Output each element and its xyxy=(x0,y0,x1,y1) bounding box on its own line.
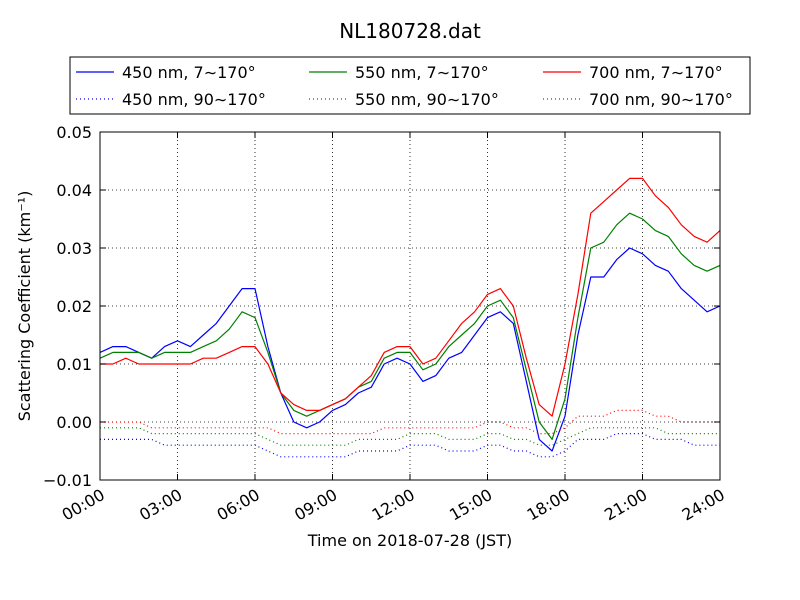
series-line-1 xyxy=(100,433,720,458)
series-line-0 xyxy=(99,247,721,452)
x-tick-label: 24:00 xyxy=(679,485,728,525)
y-tick-label: 0.04 xyxy=(56,181,92,200)
x-tick-label: 21:00 xyxy=(601,485,650,525)
x-tick-label: 12:00 xyxy=(369,485,418,525)
series-line-2 xyxy=(99,212,721,440)
legend: 450 nm, 7∼170° 550 nm, 7∼170° 700 nm, 7∼17… xyxy=(69,56,751,115)
x-tick-label: 00:00 xyxy=(59,485,108,525)
y-axis-label: Scattering Coefficient (km⁻¹) xyxy=(15,191,34,422)
series-line-4 xyxy=(100,177,721,417)
legend-label-0: 450 nm, 7∼170° xyxy=(122,63,256,82)
x-tick-label: 15:00 xyxy=(446,485,495,525)
y-tick-label: −0.01 xyxy=(43,471,92,490)
legend-label-4: 700 nm, 7∼170° xyxy=(589,63,723,82)
y-tick-label: 0.02 xyxy=(56,297,92,316)
x-axis-label: Time on 2018-07-28 (JST) xyxy=(307,531,512,550)
x-tick-label: 18:00 xyxy=(524,485,573,525)
x-tick-label: 09:00 xyxy=(291,485,340,525)
y-tick-label: 0.05 xyxy=(56,123,92,142)
series-line-3 xyxy=(100,427,720,446)
y-tick-label: 0.03 xyxy=(56,239,92,258)
y-tick-label: 0.01 xyxy=(56,355,92,374)
legend-box xyxy=(69,56,751,115)
legend-label-1: 450 nm, 90∼170° xyxy=(122,90,266,109)
x-tick-label: 03:00 xyxy=(136,485,185,525)
legend-label-3: 550 nm, 90∼170° xyxy=(355,90,499,109)
series-line-5 xyxy=(100,409,720,435)
chart-title: NL180728.dat xyxy=(339,19,481,43)
legend-label-5: 700 nm, 90∼170° xyxy=(589,90,733,109)
y-tick-label: 0.00 xyxy=(56,413,92,432)
legend-label-2: 550 nm, 7∼170° xyxy=(355,63,489,82)
x-tick-label: 06:00 xyxy=(214,485,263,525)
series-layer xyxy=(99,177,721,458)
